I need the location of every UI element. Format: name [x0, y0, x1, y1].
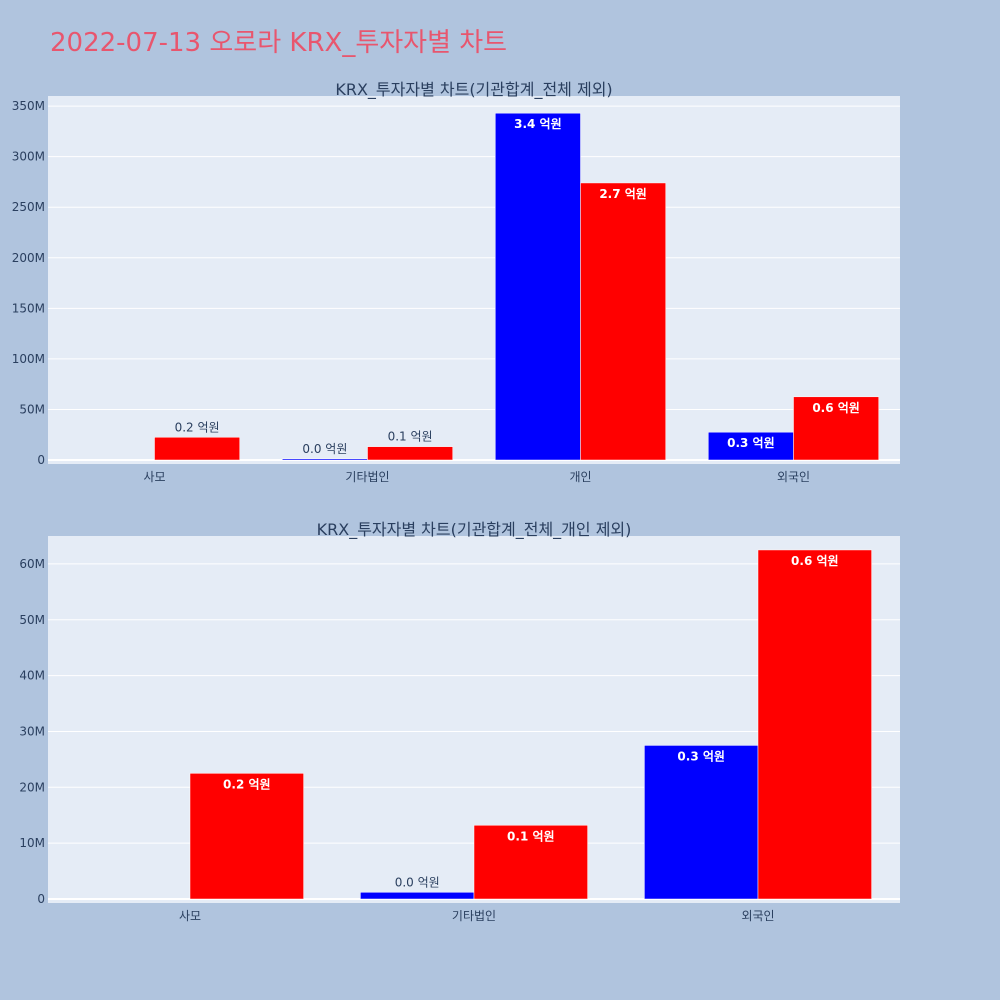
y-tick-label: 150M [12, 301, 45, 315]
bar [282, 458, 368, 461]
bar [473, 825, 588, 900]
x-tick-label: 개인 [569, 470, 591, 484]
chart-2: 0 10M 20M 30M 40M 50M 60M KRX_투자자별 차트(기관합계_전체_개… [19, 520, 900, 923]
bar [644, 745, 759, 900]
chart-1: 0 50M 100M 150M 200M 250M 300M 350M KRX_투자자별 차트(… [12, 80, 900, 484]
data-label: 3.4 억원 [514, 117, 562, 131]
y-tick-label: 0 [37, 892, 45, 906]
bar [154, 437, 240, 461]
data-label: 0.0 억원 [302, 442, 347, 456]
data-label: 0.1 억원 [388, 430, 433, 444]
y-tick-label: 50M [19, 402, 45, 416]
data-label: 0.1 억원 [507, 829, 555, 843]
data-label: 0.2 억원 [223, 777, 271, 791]
data-label: 0.3 억원 [727, 436, 775, 450]
bar [580, 182, 666, 461]
y-tick-label: 0 [37, 453, 45, 467]
y-tick-label: 200M [12, 251, 45, 265]
bar [360, 892, 475, 900]
data-label: 0.0 억원 [395, 875, 440, 889]
data-label: 2.7 억원 [599, 187, 647, 201]
data-label: 0.6 억원 [812, 401, 860, 415]
data-label: 0.3 억원 [677, 749, 725, 763]
bar [708, 431, 794, 461]
x-tick-label: 기타법인 [452, 909, 496, 923]
y-tick-label: 250M [12, 200, 45, 214]
chart-title: KRX_투자자별 차트(기관합계_전체_개인 제외) [317, 520, 632, 540]
x-tick-label: 사모 [179, 909, 201, 923]
x-tick-label: 외국인 [777, 470, 810, 484]
y-tick-label: 10M [19, 836, 45, 850]
data-label: 0.6 억원 [791, 554, 839, 568]
plot-area [48, 96, 900, 464]
data-label: 0.2 억원 [175, 420, 220, 434]
y-tick-label: 50M [19, 613, 45, 627]
x-tick-label: 사모 [143, 470, 165, 484]
y-tick-label: 350M [12, 99, 45, 113]
y-tick-label: 20M [19, 780, 45, 794]
y-tick-label: 30M [19, 724, 45, 738]
y-tick-label: 60M [19, 557, 45, 571]
x-tick-label: 외국인 [741, 909, 774, 923]
bar [367, 446, 453, 461]
bar [757, 549, 872, 900]
bar [189, 773, 304, 900]
y-tick-label: 40M [19, 669, 45, 683]
y-tick-label: 100M [12, 352, 45, 366]
chart-title: KRX_투자자별 차트(기관합계_전체 제외) [335, 80, 612, 100]
bar [495, 112, 581, 461]
bar [793, 396, 879, 461]
y-tick-label: 300M [12, 150, 45, 164]
page-title: 2022-07-13 오로라 KRX_투자자별 차트 [50, 28, 508, 58]
x-tick-label: 기타법인 [345, 470, 389, 484]
